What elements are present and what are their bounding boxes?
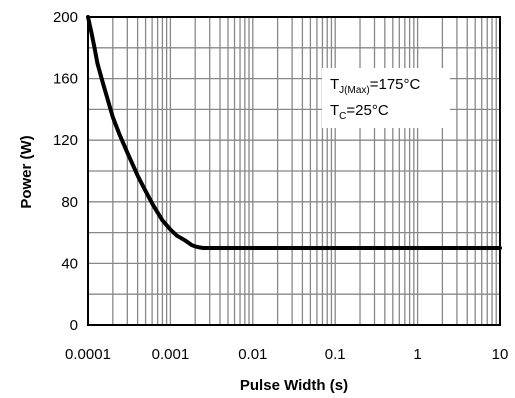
tj-annotation: TJ(Max)=175°C: [330, 76, 421, 96]
x-tick-label: 0.0001: [65, 346, 111, 363]
y-tick-label: 40: [61, 255, 78, 272]
y-tick-label: 200: [53, 9, 78, 26]
power-curve: [86, 15, 502, 250]
y-tick-label: 120: [53, 132, 78, 149]
y-tick-label: 0: [70, 317, 78, 334]
x-tick-label: 0.01: [238, 346, 267, 363]
x-tick-label: 10: [492, 346, 509, 363]
tc-annotation: TC=25°C: [330, 102, 389, 122]
y-axis-label: Power (W): [18, 135, 35, 208]
x-tick-label: 1: [413, 346, 421, 363]
x-tick-labels: 0.0001 0.001 0.01 0.1 1 10: [65, 346, 508, 363]
series-layer: [86, 15, 502, 250]
y-tick-labels: 0 40 80 120 160 200: [53, 9, 78, 334]
x-tick-label: 0.001: [152, 346, 190, 363]
x-tick-label: 0.1: [325, 346, 346, 363]
plot-frame: [87, 16, 501, 326]
y-tick-label: 80: [61, 194, 78, 211]
conditions-annotation: TJ(Max)=175°C TC=25°C: [322, 68, 450, 128]
y-tick-label: 160: [53, 71, 78, 88]
grid: [87, 16, 501, 326]
x-axis-label: Pulse Width (s): [240, 377, 348, 394]
